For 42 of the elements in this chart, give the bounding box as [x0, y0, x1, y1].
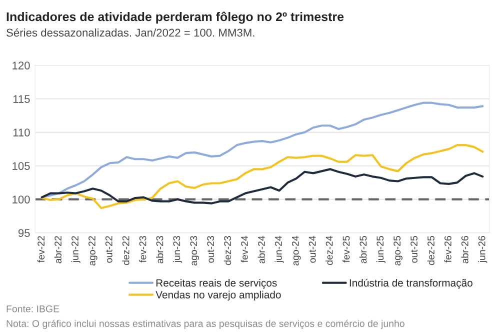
line-series: [40, 144, 484, 210]
x-tick-label: abr-22: [54, 236, 62, 264]
y-tick-label: 110: [13, 128, 30, 136]
x-tick-label: dez-24: [326, 236, 333, 265]
x-tick-label: jun-23: [173, 236, 182, 263]
legend-label: Vendas no varejo ampliado: [156, 290, 281, 300]
x-tick-label: ago-25: [394, 236, 402, 266]
x-tick-label: dez-25: [427, 236, 434, 265]
x-tick-label: dez-22: [122, 236, 130, 265]
y-tick-label: 95: [18, 229, 30, 237]
legend-label: Indústria de transformação: [350, 278, 472, 289]
x-tick-label: abr-23: [156, 236, 164, 264]
x-tick-label: jun-24: [274, 236, 284, 263]
x-tick-label: jun-25: [376, 236, 386, 263]
x-tick-label: out-22: [105, 236, 112, 263]
x-tick-label: abr-25: [359, 236, 367, 264]
x-tick-label: dez-23: [224, 236, 231, 265]
text: Nota: O gráfico inclui nossas estimativas para as pesquisas de serviços e comércio de junho: [6, 320, 404, 329]
y-tick-label: 120: [12, 62, 30, 70]
x-tick-label: ago-22: [88, 236, 98, 266]
x-tick-label: ago-24: [292, 236, 301, 266]
x-tick-label: jun-22: [71, 236, 80, 263]
source-note: Fonte: IBGE: [6, 305, 60, 312]
chart-title: Indicadores de atividade perderam fôlego no 2º trimestre: [6, 12, 344, 24]
x-tick-label: fev-23: [139, 236, 146, 262]
x-tick-label: out-24: [308, 236, 316, 263]
legend-label: Receitas reais de serviços: [156, 278, 277, 289]
x-tick-label: fev-24: [240, 236, 248, 262]
x-tick-label: abr-24: [258, 236, 265, 264]
x-tick-label: ago-23: [190, 236, 200, 266]
line-series: [40, 168, 484, 204]
x-tick-label: out-25: [410, 236, 418, 263]
x-tick-label: out-23: [207, 236, 214, 263]
x-tick-label: fev-26: [444, 236, 452, 262]
x-tick-label: fev-25: [342, 236, 350, 262]
x-tick-label: fev-22: [37, 236, 45, 262]
chart-subtitle: Séries dessazonalizadas. Jan/2022 = 100. MM3M.: [6, 28, 254, 37]
x-tick-label: jun-26: [478, 236, 488, 263]
y-tick-label: 100: [12, 196, 30, 204]
y-tick-label: 115: [13, 95, 30, 103]
x-tick-label: abr-26: [461, 236, 468, 264]
y-tick-label: 105: [12, 162, 30, 170]
